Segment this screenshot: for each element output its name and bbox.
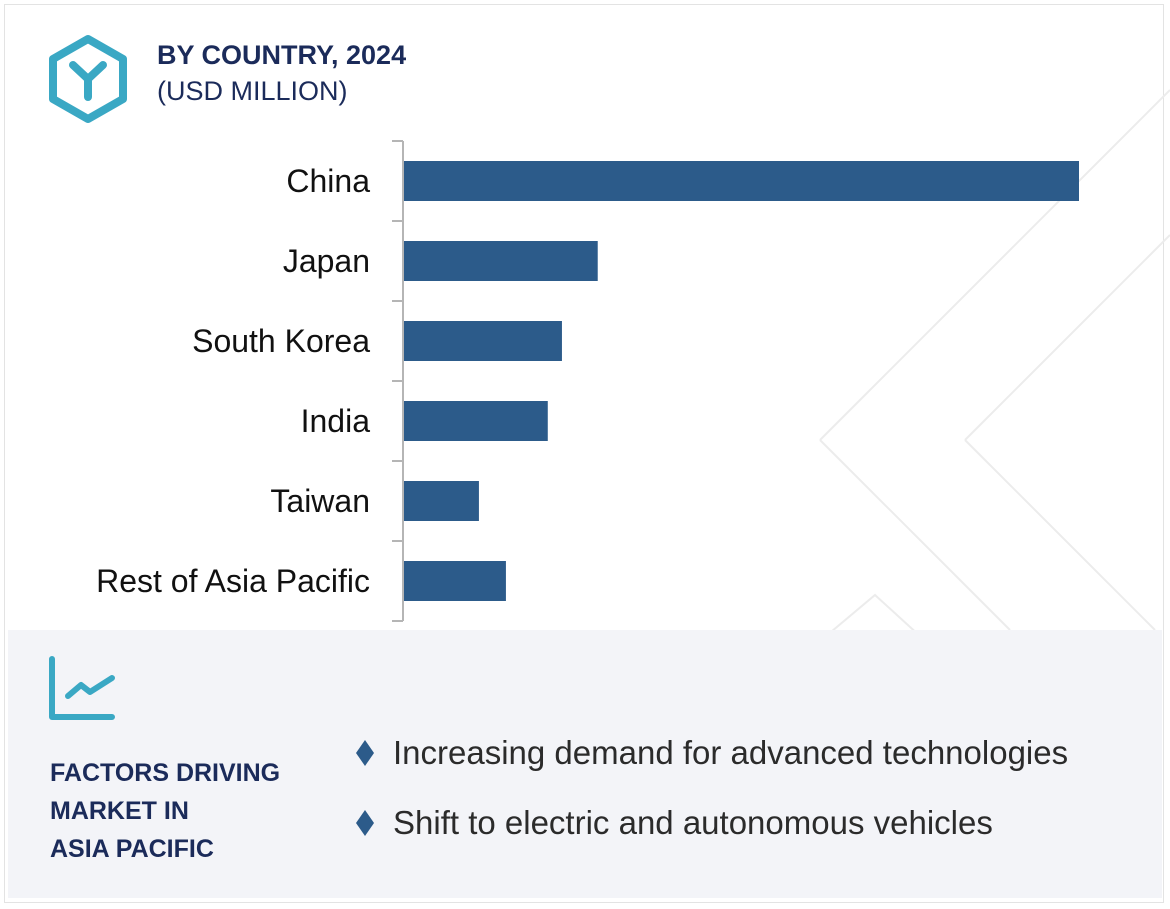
bar-japan	[404, 241, 598, 281]
factor-text: Increasing demand for advanced technolog…	[393, 734, 1069, 771]
factors-panel	[8, 630, 1162, 898]
list-item: Increasing demand for advanced technolog…	[355, 718, 1068, 788]
list-item: Shift to electric and autonomous vehicle…	[355, 788, 1068, 858]
hexagon-y-logo-icon	[49, 35, 127, 123]
chart-title: BY COUNTRY, 2024	[157, 40, 407, 70]
factors-heading: FACTORS DRIVING MARKET IN ASIA PACIFIC	[50, 754, 280, 868]
diamond-bullet-icon	[356, 810, 374, 836]
factors-heading-line: ASIA PACIFIC	[50, 835, 214, 863]
factors-list: Increasing demand for advanced technolog…	[355, 718, 1068, 858]
bar-rest-of-asia-pacific	[404, 561, 506, 601]
category-label: South Korea	[192, 323, 370, 359]
factor-text: Shift to electric and autonomous vehicle…	[393, 804, 993, 841]
bar-india	[404, 401, 548, 441]
bar-south-korea	[404, 321, 562, 361]
category-label: Taiwan	[270, 483, 370, 519]
category-label: China	[286, 163, 370, 199]
factors-heading-line: FACTORS DRIVING	[50, 759, 281, 787]
bar-chart: China Japan South Korea India Taiwan Rest of …	[96, 140, 1079, 622]
card-frame	[4, 4, 1164, 903]
category-label: Japan	[283, 243, 370, 279]
chart-subtitle: (USD MILLION)	[157, 76, 348, 106]
bar-china	[404, 161, 1079, 201]
category-label: India	[301, 403, 371, 439]
bar-taiwan	[404, 481, 479, 521]
category-label: Rest of Asia Pacific	[96, 563, 370, 599]
factors-heading-line: MARKET IN	[50, 797, 189, 825]
diamond-bullet-icon	[356, 740, 374, 766]
trend-chart-icon	[49, 656, 115, 720]
